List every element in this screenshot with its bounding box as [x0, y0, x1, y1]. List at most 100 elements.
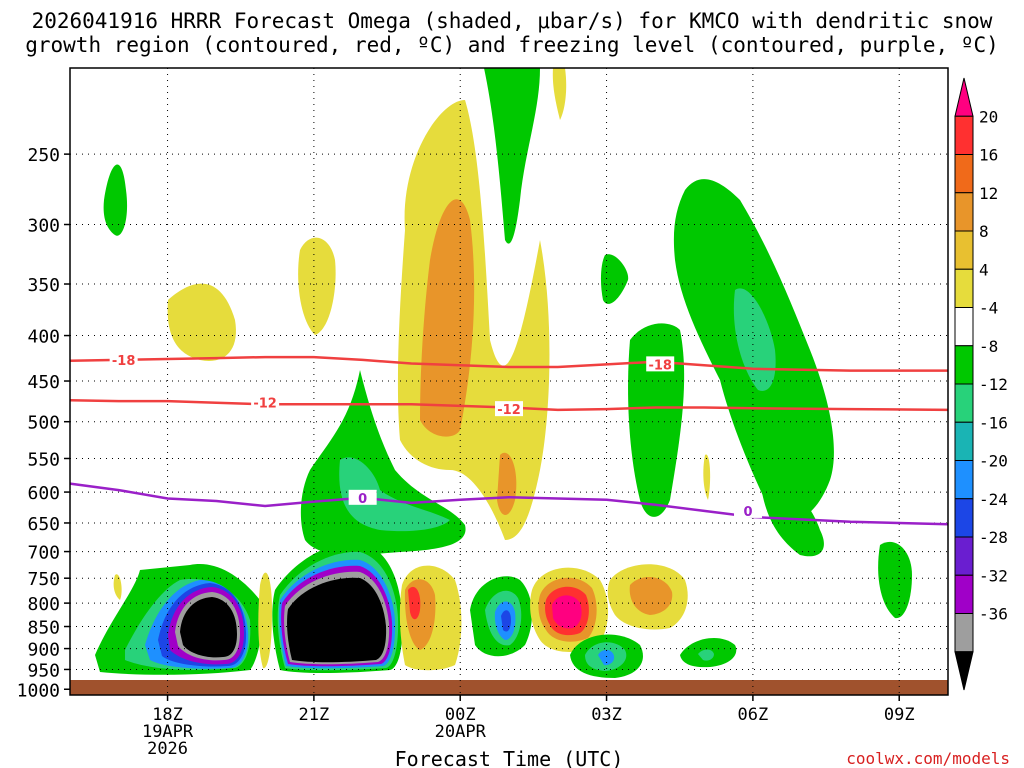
colorbar-box — [954, 307, 974, 347]
colorbar-label: 16 — [979, 146, 998, 165]
y-tick-label: 500 — [27, 413, 60, 434]
colorbar-box — [954, 115, 974, 155]
omega-teal-21z-mid — [339, 457, 450, 532]
omega-green-21z-mid — [300, 370, 466, 555]
colorbar-label: 12 — [979, 184, 998, 203]
credit-text: coolwx.com/models — [846, 749, 1010, 768]
colorbar-box — [954, 536, 974, 576]
omega-teal-06z — [733, 288, 776, 391]
temperature-contours: -18 -18 -12 -12 0 0 — [69, 351, 949, 526]
colorbar-box — [954, 460, 974, 500]
omega-shading — [95, 68, 912, 678]
omega-green-09z — [878, 541, 912, 619]
colorbar-label: -36 — [979, 605, 1008, 624]
colorbar-box — [954, 574, 974, 614]
y-tick-label: 900 — [27, 640, 60, 661]
omega-yellow-400 — [167, 283, 236, 361]
y-tick-label: 250 — [27, 145, 60, 166]
y-tick-label: 1000 — [17, 680, 60, 701]
omega-pos-23z-red — [408, 586, 421, 620]
chart-title-line2: growth region (contoured, red, ºC) and f… — [25, 33, 999, 57]
x-tick-label: 00Z — [445, 705, 476, 725]
colorbar-label: -16 — [979, 413, 1008, 432]
omega-plume-orange-00z — [420, 199, 475, 437]
colorbar-box — [954, 230, 974, 270]
x-tick-label: 21Z — [299, 705, 330, 725]
colorbar-label: -32 — [979, 566, 1008, 585]
contour-label-bg — [251, 394, 280, 410]
x-tick-label: 18Z — [152, 705, 183, 725]
contour-label-bg — [495, 401, 523, 417]
colorbar-box — [954, 192, 974, 232]
colorbar-tip-bottom — [954, 651, 974, 691]
omega-green-top — [484, 68, 540, 244]
colorbar-label: -20 — [979, 452, 1008, 471]
omega-yellow-small-r — [703, 454, 711, 500]
y-tick-label: 850 — [27, 618, 60, 639]
omega-core-18z-black — [180, 597, 237, 658]
contour-label: -12 — [253, 397, 277, 412]
y-tick-label: 600 — [27, 483, 60, 504]
y-tick-label: 550 — [27, 449, 60, 470]
omega-green-350 — [600, 254, 629, 304]
colorbar-box — [954, 421, 974, 461]
y-tick-label: 700 — [27, 543, 60, 564]
colorbar-label: 4 — [979, 260, 989, 279]
x-tick-year: 2026 — [147, 739, 188, 759]
omega-neg-03z-blue — [598, 649, 615, 666]
contour-label: -18 — [112, 354, 136, 369]
omega-neg-05z-teal — [698, 649, 714, 661]
contour-label: -12 — [497, 403, 521, 418]
colorbar-label: -8 — [979, 337, 998, 356]
x-tick-label: 09Z — [884, 705, 915, 725]
contour-label: 0 — [358, 492, 367, 507]
y-tick-label: 650 — [27, 514, 60, 535]
colorbar-label: -28 — [979, 528, 1008, 547]
colorbar-tip-top — [954, 77, 974, 117]
contour-label-bg — [646, 356, 675, 372]
y-tick-label: 950 — [27, 660, 60, 681]
colorbar-box — [954, 383, 974, 423]
contour-label-bg — [348, 489, 377, 505]
omega-yellow-350 — [298, 237, 336, 335]
contour-label: 0 — [743, 505, 752, 520]
omega-core-21z-black — [287, 577, 387, 663]
omega-green-06z-lower — [760, 478, 824, 557]
contour-label-bg — [109, 351, 138, 367]
plot-area: -18 -18 -12 -12 0 0 — [69, 67, 949, 696]
colorbar-box — [954, 498, 974, 538]
colorbar-label: 8 — [979, 222, 989, 241]
x-tick-label: 06Z — [738, 705, 769, 725]
omega-pos-04z-orange — [629, 576, 673, 615]
x-tick-date: 19APR — [142, 722, 194, 742]
colorbar-box — [954, 613, 974, 653]
omega-yellow-top — [552, 68, 567, 120]
y-tick-label: 350 — [27, 275, 60, 296]
x-axis-label: Forecast Time (UTC) — [395, 747, 624, 768]
contour-line — [69, 399, 949, 412]
contour-label: -18 — [648, 358, 672, 373]
y-tick-label: 750 — [27, 569, 60, 590]
x-tick-label: 03Z — [591, 705, 622, 725]
colorbar-label: -12 — [979, 375, 1008, 394]
omega-green-250 — [103, 164, 128, 236]
colorbar-label: -4 — [979, 299, 998, 318]
colorbar-label: -24 — [979, 490, 1008, 509]
omega-yellow-small-l — [113, 574, 122, 600]
colorbar-label: 20 — [979, 107, 998, 126]
colorbar-box — [954, 154, 974, 194]
colorbar-box — [954, 345, 974, 385]
omega-green-03z-col — [628, 323, 685, 517]
y-tick-label: 300 — [27, 216, 60, 237]
y-tick-label: 450 — [27, 372, 60, 393]
grid-lines — [70, 68, 948, 695]
contour-line — [69, 482, 949, 526]
contour-line — [69, 355, 948, 372]
omega-yellow-1930z — [258, 572, 272, 669]
x-tick-date: 20APR — [435, 722, 487, 742]
colorbar-box — [954, 268, 974, 308]
y-tick-label: 400 — [27, 327, 60, 348]
colorbar: 20 16 12 8 4 -4 -8 -12 -16 -20 -24 -28 -32 -36 — [954, 77, 1008, 691]
